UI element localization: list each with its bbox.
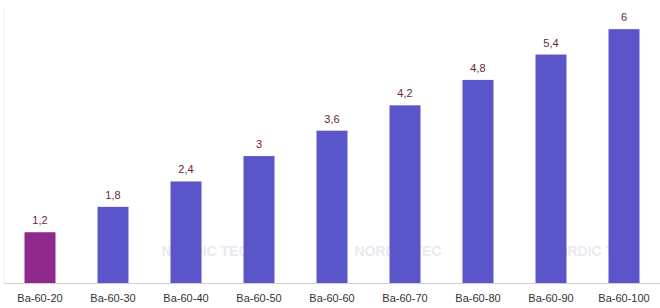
data-label: 3 [256, 138, 262, 150]
bar [317, 131, 348, 283]
data-label: 1,8 [105, 189, 120, 201]
x-tick-label: Ba-60-90 [528, 292, 573, 304]
data-label: 6 [621, 11, 627, 23]
x-tick-label: Ba-60-100 [598, 292, 649, 304]
data-label: 5,4 [543, 37, 558, 49]
data-label: 4,8 [470, 62, 485, 74]
x-tick-label: Ba-60-20 [17, 292, 62, 304]
chart-container: NORDIC TECNORDIC TECNORDIC TEC1,21,82,43… [0, 0, 660, 308]
bar [609, 29, 640, 283]
x-tick-label: Ba-60-30 [90, 292, 135, 304]
x-tick-label: Ba-60-40 [163, 292, 208, 304]
y-axis-line [4, 8, 5, 283]
bar [244, 156, 275, 283]
data-label: 2,4 [178, 163, 193, 175]
bar [390, 105, 421, 283]
bar [536, 55, 567, 283]
data-label: 3,6 [324, 113, 339, 125]
bar [25, 232, 56, 283]
chart-svg: NORDIC TECNORDIC TECNORDIC TEC1,21,82,43… [0, 0, 660, 308]
bars [25, 29, 640, 283]
x-tick-label: Ba-60-60 [309, 292, 354, 304]
bar [463, 80, 494, 283]
data-label: 1,2 [32, 214, 47, 226]
data-label: 4,2 [397, 87, 412, 99]
bar [171, 181, 202, 283]
x-axis-line [4, 283, 660, 284]
x-tick-label: Ba-60-70 [382, 292, 427, 304]
x-tick-label: Ba-60-50 [236, 292, 281, 304]
bar [98, 207, 129, 283]
x-tick-label: Ba-60-80 [455, 292, 500, 304]
